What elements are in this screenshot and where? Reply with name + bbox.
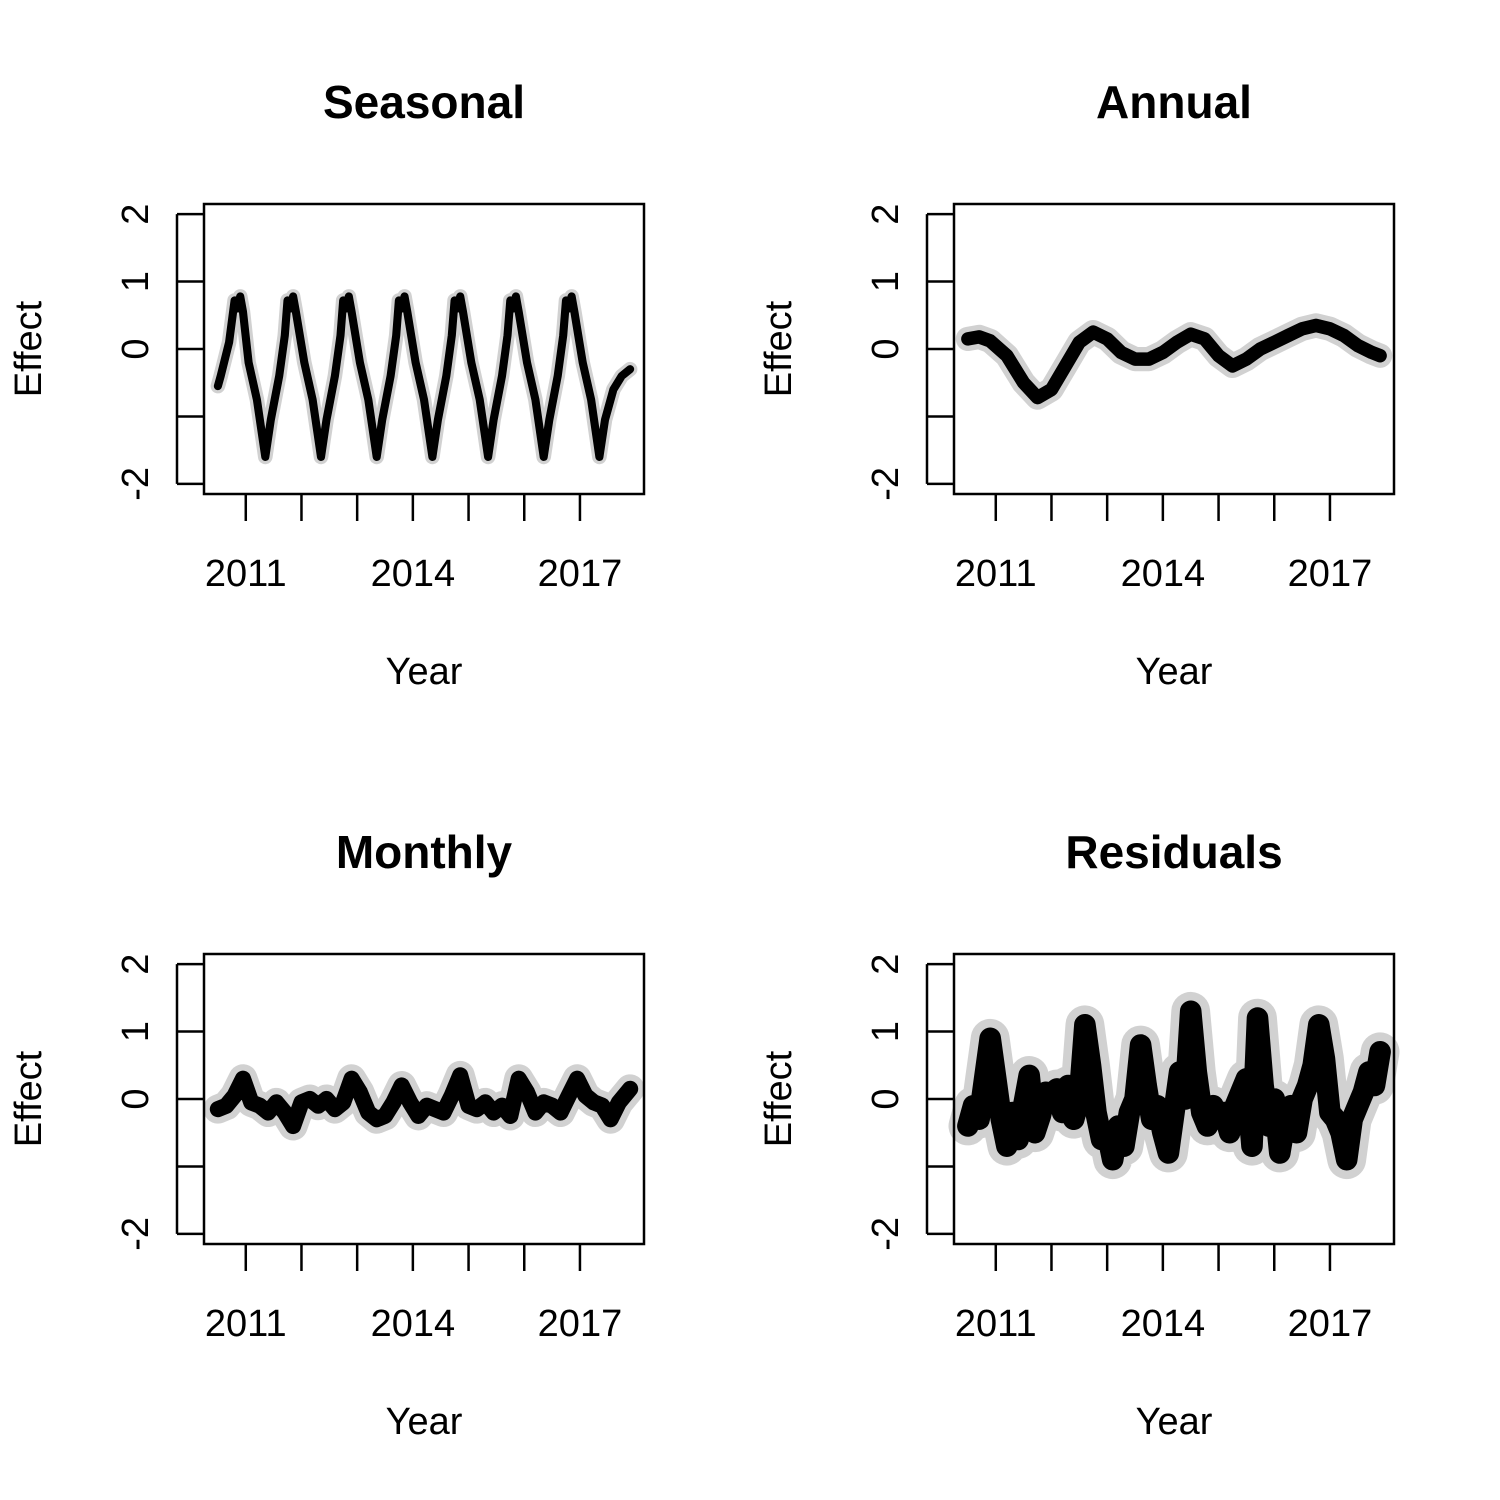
chart-3-y-tick-label-2: 0 [115,1088,157,1109]
chart-3-title: Monthly [336,826,513,878]
chart-1-y-tick-label-3: 1 [115,271,157,292]
chart-2-x-tick-label-2017: 2017 [1288,553,1373,595]
chart-1-title: Seasonal [323,76,525,128]
chart-3-x-axis-label: Year [386,1401,463,1443]
chart-4-y-tick-label-0: -2 [865,1217,907,1251]
chart-1-x-axis-label: Year [386,651,463,693]
chart-2: Annual 2011 2014 2017 -2 0 1 2 Year Effect [758,76,1396,693]
chart-2-title: Annual [1096,76,1252,128]
chart-1: Seasonal 2011 2014 2017 -2 0 1 2 Year Effect [8,76,646,693]
chart-4-y-tick-label-3: 1 [865,1021,907,1042]
chart-4-title: Residuals [1065,826,1282,878]
chart-3-x-tick-label-2017: 2017 [538,1303,623,1345]
chart-1-x-tick-label-2017: 2017 [538,553,623,595]
chart-2-y-tick-label-2: 0 [865,338,907,359]
chart-3-y-axis-label: Effect [8,1050,50,1147]
chart-3-series-1 [209,1067,639,1135]
chart-4-y-axis-label: Effect [758,1050,800,1147]
chart-2-x-tick-label-2014: 2014 [1121,553,1206,595]
chart-4-y-tick-label-4: 2 [865,954,907,975]
chart-4-series-1 [957,1000,1391,1171]
chart-3-y-tick-label-0: -2 [115,1217,157,1251]
chart-2-x-tick-label-2011: 2011 [955,553,1037,595]
chart-2-y-axis-label: Effect [758,300,800,397]
chart-2-y-tick-label-4: 2 [865,204,907,225]
chart-1-y-axis-label: Effect [8,300,50,397]
chart-1-x-tick-label-2014: 2014 [371,553,456,595]
chart-3-x-tick-label-2014: 2014 [371,1303,456,1345]
chart-1-y-tick-label-0: -2 [115,467,157,501]
chart-4-x-axis-label: Year [1136,1401,1213,1443]
chart-4-x-tick-label-2017: 2017 [1288,1303,1373,1345]
chart-3-x-tick-label-2011: 2011 [205,1303,287,1345]
chart-3-y-tick-label-3: 1 [115,1021,157,1042]
chart-1-y-tick-label-4: 2 [115,204,157,225]
chart-2-x-axis-label: Year [1136,651,1213,693]
chart-3-y-tick-label-4: 2 [115,954,157,975]
chart-1-series-1 [213,292,635,461]
chart-4-x-tick-label-2014: 2014 [1121,1303,1206,1345]
chart-2-y-tick-label-3: 1 [865,271,907,292]
chart-4-y-tick-label-2: 0 [865,1088,907,1109]
chart-4-x-tick-label-2011: 2011 [955,1303,1037,1345]
chart-3: Monthly 2011 2014 2017 -2 0 1 2 Year Effect [8,826,646,1443]
chart-1-x-tick-label-2011: 2011 [205,553,287,595]
chart-4: Residuals 2011 2014 2017 -2 0 1 2 Year Effect [758,826,1400,1443]
chart-2-series-1 [961,318,1387,405]
chart-2-y-tick-label-0: -2 [865,467,907,501]
chart-1-y-tick-label-2: 0 [115,338,157,359]
